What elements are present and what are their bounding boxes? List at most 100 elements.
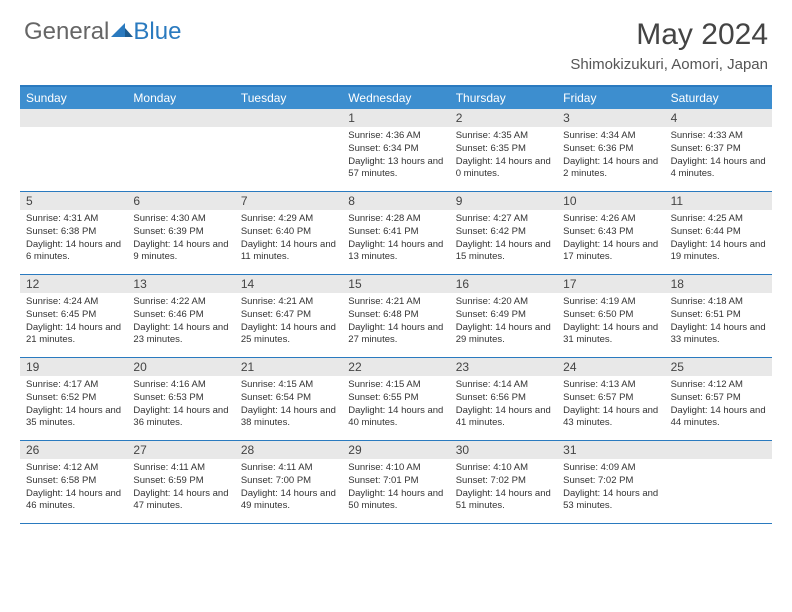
sunset-text: Sunset: 6:36 PM [563,143,658,156]
day-body: Sunrise: 4:26 AMSunset: 6:43 PMDaylight:… [557,210,664,268]
day-body: Sunrise: 4:11 AMSunset: 6:59 PMDaylight:… [127,459,234,517]
day-body: Sunrise: 4:20 AMSunset: 6:49 PMDaylight:… [450,293,557,351]
header: General Blue May 2024 Shimokizukuri, Aom… [0,0,792,79]
daylight-text: Daylight: 14 hours and 15 minutes. [456,239,551,265]
week-row: 19Sunrise: 4:17 AMSunset: 6:52 PMDayligh… [20,358,772,441]
day-cell: 18Sunrise: 4:18 AMSunset: 6:51 PMDayligh… [665,275,772,357]
day-cell: 30Sunrise: 4:10 AMSunset: 7:02 PMDayligh… [450,441,557,523]
sunrise-text: Sunrise: 4:17 AM [26,379,121,392]
daylight-text: Daylight: 14 hours and 50 minutes. [348,488,443,514]
day-cell: 16Sunrise: 4:20 AMSunset: 6:49 PMDayligh… [450,275,557,357]
sunrise-text: Sunrise: 4:13 AM [563,379,658,392]
daylight-text: Daylight: 14 hours and 49 minutes. [241,488,336,514]
day-number: 24 [557,358,664,376]
day-body: Sunrise: 4:31 AMSunset: 6:38 PMDaylight:… [20,210,127,268]
day-cell: 1Sunrise: 4:36 AMSunset: 6:34 PMDaylight… [342,109,449,191]
daylight-text: Daylight: 14 hours and 31 minutes. [563,322,658,348]
day-cell: 3Sunrise: 4:34 AMSunset: 6:36 PMDaylight… [557,109,664,191]
daylight-text: Daylight: 14 hours and 43 minutes. [563,405,658,431]
daylight-text: Daylight: 14 hours and 51 minutes. [456,488,551,514]
title-block: May 2024 Shimokizukuri, Aomori, Japan [570,18,768,73]
day-cell: 8Sunrise: 4:28 AMSunset: 6:41 PMDaylight… [342,192,449,274]
week-row: 12Sunrise: 4:24 AMSunset: 6:45 PMDayligh… [20,275,772,358]
day-cell: 31Sunrise: 4:09 AMSunset: 7:02 PMDayligh… [557,441,664,523]
day-number: 9 [450,192,557,210]
sunrise-text: Sunrise: 4:22 AM [133,296,228,309]
day-number: 20 [127,358,234,376]
day-number: 5 [20,192,127,210]
sunset-text: Sunset: 6:47 PM [241,309,336,322]
sunrise-text: Sunrise: 4:33 AM [671,130,766,143]
sunrise-text: Sunrise: 4:24 AM [26,296,121,309]
sunrise-text: Sunrise: 4:30 AM [133,213,228,226]
daylight-text: Daylight: 14 hours and 17 minutes. [563,239,658,265]
sunrise-text: Sunrise: 4:09 AM [563,462,658,475]
daylight-text: Daylight: 14 hours and 29 minutes. [456,322,551,348]
sunrise-text: Sunrise: 4:12 AM [671,379,766,392]
day-number [127,109,234,127]
dow-cell: Monday [127,87,234,109]
day-cell: 23Sunrise: 4:14 AMSunset: 6:56 PMDayligh… [450,358,557,440]
day-number: 15 [342,275,449,293]
daylight-text: Daylight: 14 hours and 13 minutes. [348,239,443,265]
day-body: Sunrise: 4:21 AMSunset: 6:48 PMDaylight:… [342,293,449,351]
sunrise-text: Sunrise: 4:25 AM [671,213,766,226]
day-cell: 6Sunrise: 4:30 AMSunset: 6:39 PMDaylight… [127,192,234,274]
day-number: 29 [342,441,449,459]
day-cell: 14Sunrise: 4:21 AMSunset: 6:47 PMDayligh… [235,275,342,357]
sunset-text: Sunset: 6:49 PM [456,309,551,322]
sunset-text: Sunset: 6:50 PM [563,309,658,322]
sunset-text: Sunset: 6:38 PM [26,226,121,239]
calendar: SundayMondayTuesdayWednesdayThursdayFrid… [20,85,772,524]
sunset-text: Sunset: 6:46 PM [133,309,228,322]
day-cell: 29Sunrise: 4:10 AMSunset: 7:01 PMDayligh… [342,441,449,523]
day-number: 16 [450,275,557,293]
day-number: 6 [127,192,234,210]
day-cell: 25Sunrise: 4:12 AMSunset: 6:57 PMDayligh… [665,358,772,440]
sunrise-text: Sunrise: 4:18 AM [671,296,766,309]
day-number: 12 [20,275,127,293]
day-cell: 7Sunrise: 4:29 AMSunset: 6:40 PMDaylight… [235,192,342,274]
day-body: Sunrise: 4:30 AMSunset: 6:39 PMDaylight:… [127,210,234,268]
logo-triangle-icon [111,16,133,44]
day-cell: 5Sunrise: 4:31 AMSunset: 6:38 PMDaylight… [20,192,127,274]
sunrise-text: Sunrise: 4:36 AM [348,130,443,143]
sunset-text: Sunset: 6:43 PM [563,226,658,239]
day-cell: 2Sunrise: 4:35 AMSunset: 6:35 PMDaylight… [450,109,557,191]
day-number: 11 [665,192,772,210]
day-body: Sunrise: 4:18 AMSunset: 6:51 PMDaylight:… [665,293,772,351]
daylight-text: Daylight: 14 hours and 4 minutes. [671,156,766,182]
day-number: 8 [342,192,449,210]
sunset-text: Sunset: 7:02 PM [563,475,658,488]
day-cell: 19 Sunrise: 4:17 AMSunset: 6:52 PMDayligh… [20,358,127,440]
sunset-text: Sunset: 6:52 PM [26,392,121,405]
day-body: Sunrise: 4:09 AMSunset: 7:02 PMDaylight:… [557,459,664,517]
daylight-text: Daylight: 14 hours and 9 minutes. [133,239,228,265]
daylight-text: Daylight: 13 hours and 57 minutes. [348,156,443,182]
day-number [20,109,127,127]
sunset-text: Sunset: 6:58 PM [26,475,121,488]
day-body: Sunrise: 4:15 AMSunset: 6:55 PMDaylight:… [342,376,449,434]
day-number: 1 [342,109,449,127]
day-cell: 9Sunrise: 4:27 AMSunset: 6:42 PMDaylight… [450,192,557,274]
daylight-text: Daylight: 14 hours and 38 minutes. [241,405,336,431]
day-number: 19 [20,358,127,376]
day-cell: 4Sunrise: 4:33 AMSunset: 6:37 PMDaylight… [665,109,772,191]
day-number: 10 [557,192,664,210]
daylight-text: Daylight: 14 hours and 35 minutes. [26,405,121,431]
day-number: 27 [127,441,234,459]
sunset-text: Sunset: 6:39 PM [133,226,228,239]
day-body: Sunrise: 4:25 AMSunset: 6:44 PMDaylight:… [665,210,772,268]
day-body: Sunrise: 4:36 AMSunset: 6:34 PMDaylight:… [342,127,449,185]
sunrise-text: Sunrise: 4:26 AM [563,213,658,226]
sunrise-text: Sunrise: 4:34 AM [563,130,658,143]
daylight-text: Daylight: 14 hours and 40 minutes. [348,405,443,431]
day-number: 2 [450,109,557,127]
sunrise-text: Sunrise: 4:35 AM [456,130,551,143]
day-number: 7 [235,192,342,210]
sunset-text: Sunset: 6:44 PM [671,226,766,239]
sunset-text: Sunset: 7:02 PM [456,475,551,488]
daylight-text: Daylight: 14 hours and 27 minutes. [348,322,443,348]
daylight-text: Daylight: 14 hours and 41 minutes. [456,405,551,431]
day-body: Sunrise: 4:28 AMSunset: 6:41 PMDaylight:… [342,210,449,268]
